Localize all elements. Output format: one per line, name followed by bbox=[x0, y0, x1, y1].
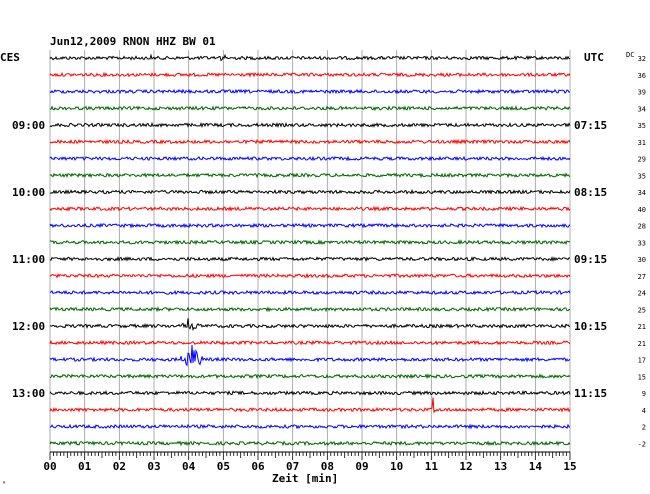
x-axis-label: Zeit [min] bbox=[272, 472, 338, 485]
x-tick-label: 09 bbox=[355, 460, 368, 473]
dc-value-label: -2 bbox=[638, 440, 646, 448]
x-tick-label: 14 bbox=[529, 460, 543, 473]
x-tick-label: 04 bbox=[182, 460, 196, 473]
trace-line bbox=[49, 71, 571, 78]
dc-value-label: 15 bbox=[638, 373, 646, 381]
left-hour-label: 11:00 bbox=[12, 253, 45, 266]
trace-line bbox=[49, 138, 571, 145]
x-tick-label: 10 bbox=[390, 460, 403, 473]
right-hour-label: 07:15 bbox=[574, 119, 607, 132]
trace-line bbox=[49, 344, 571, 367]
right-timezone-label: UTC bbox=[584, 51, 604, 64]
dc-value-label: 28 bbox=[638, 223, 646, 231]
dc-value-label: 29 bbox=[638, 156, 646, 164]
dc-value-label: 25 bbox=[638, 306, 646, 314]
x-tick-label: 02 bbox=[113, 460, 126, 473]
dc-value-label: 33 bbox=[638, 239, 646, 247]
trace-line bbox=[49, 172, 571, 179]
dc-value-label: 9 bbox=[642, 390, 646, 398]
right-hour-label: 08:15 bbox=[574, 186, 607, 199]
trace-line bbox=[49, 88, 571, 95]
dc-value-label: 31 bbox=[638, 139, 646, 147]
dc-value-label: 21 bbox=[638, 323, 646, 331]
dc-value-label: 34 bbox=[638, 189, 646, 197]
x-tick-label: 03 bbox=[147, 460, 160, 473]
dc-value-label: 24 bbox=[638, 290, 646, 298]
trace-line bbox=[49, 239, 571, 246]
trace-line bbox=[49, 155, 571, 162]
trace-line bbox=[49, 272, 571, 279]
dc-value-label: 2 bbox=[642, 424, 646, 432]
x-tick-label: 08 bbox=[321, 460, 334, 473]
left-hour-label: 12:00 bbox=[12, 320, 45, 333]
right-hour-label: 11:15 bbox=[574, 387, 607, 400]
dc-value-label: 35 bbox=[638, 172, 646, 180]
trace-line bbox=[49, 440, 571, 447]
trace-line bbox=[49, 188, 571, 195]
dc-value-label: 27 bbox=[638, 273, 646, 281]
chart-title: Jun12,2009 RNON HHZ BW 01 bbox=[50, 35, 216, 48]
left-hour-label: 09:00 bbox=[12, 119, 45, 132]
trace-line bbox=[49, 389, 571, 396]
x-tick-label: 07 bbox=[286, 460, 299, 473]
left-hour-label: 13:00 bbox=[12, 387, 45, 400]
trace-line bbox=[49, 105, 571, 112]
dc-value-label: 35 bbox=[638, 122, 646, 130]
trace-line bbox=[49, 289, 571, 296]
corner-mark: ᴬ bbox=[2, 479, 6, 488]
trace-line bbox=[49, 373, 571, 380]
trace-line bbox=[49, 255, 571, 263]
row-labels: 3236393435312935344028333027242521211715… bbox=[12, 55, 646, 448]
x-axis: 00 01 02 03 04 05 06 07 08 09 10 11 12 13 14 15 bbox=[43, 451, 577, 473]
dc-value-label: 40 bbox=[638, 206, 646, 214]
right-hour-label: 10:15 bbox=[574, 320, 607, 333]
x-tick-label: 13 bbox=[494, 460, 507, 473]
dc-value-label: 39 bbox=[638, 89, 646, 97]
trace-line bbox=[49, 205, 571, 212]
dc-value-label: 36 bbox=[638, 72, 646, 80]
dc-header: DC bbox=[626, 51, 634, 59]
trace-line bbox=[49, 306, 571, 313]
trace-line bbox=[49, 318, 570, 332]
x-tick-label: 06 bbox=[251, 460, 265, 473]
x-tick-label: 12 bbox=[459, 460, 472, 473]
trace-line bbox=[49, 339, 571, 346]
dc-value-label: 34 bbox=[638, 105, 646, 113]
trace-line bbox=[49, 397, 571, 414]
x-tick-label: 11 bbox=[425, 460, 439, 473]
dc-value-label: 30 bbox=[638, 256, 646, 264]
traces-group bbox=[49, 53, 571, 447]
x-tick-label: 15 bbox=[563, 460, 576, 473]
left-timezone-label: CES bbox=[0, 51, 20, 64]
x-tick-label: 05 bbox=[217, 460, 230, 473]
trace-line bbox=[49, 53, 571, 62]
dc-value-label: 17 bbox=[638, 357, 646, 365]
x-tick-label: 01 bbox=[78, 460, 92, 473]
dc-value-label: 32 bbox=[638, 55, 646, 63]
x-tick-label: 00 bbox=[43, 460, 56, 473]
dc-value-label: 21 bbox=[638, 340, 646, 348]
trace-line bbox=[49, 423, 570, 430]
trace-line bbox=[49, 121, 571, 129]
grid-lines bbox=[49, 50, 571, 452]
right-hour-label: 09:15 bbox=[574, 253, 607, 266]
trace-line bbox=[49, 222, 571, 229]
left-hour-label: 10:00 bbox=[12, 186, 45, 199]
dc-value-label: 4 bbox=[642, 407, 646, 415]
